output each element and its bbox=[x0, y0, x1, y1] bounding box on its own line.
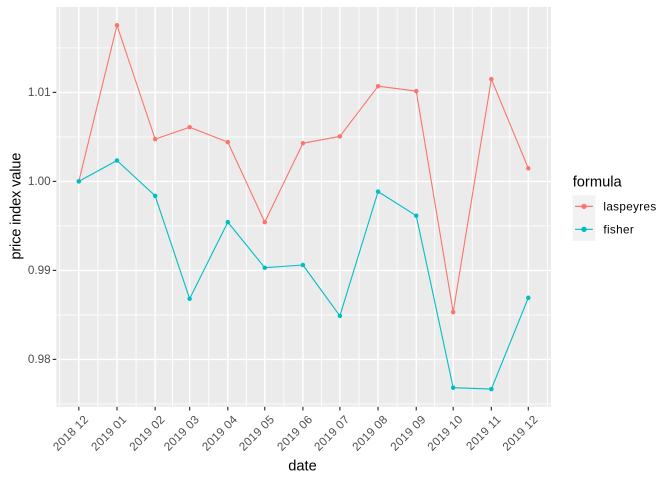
svg-text:fisher: fisher bbox=[603, 224, 634, 237]
svg-text:1.01: 1.01 bbox=[28, 86, 51, 99]
svg-text:laspeyres: laspeyres bbox=[603, 201, 656, 214]
svg-text:1.00: 1.00 bbox=[28, 175, 51, 188]
svg-text:date: date bbox=[288, 458, 317, 474]
svg-text:0.98: 0.98 bbox=[28, 353, 51, 366]
svg-text:formula: formula bbox=[573, 174, 623, 190]
svg-text:price index value: price index value bbox=[9, 153, 25, 260]
svg-text:0.99: 0.99 bbox=[28, 264, 51, 277]
